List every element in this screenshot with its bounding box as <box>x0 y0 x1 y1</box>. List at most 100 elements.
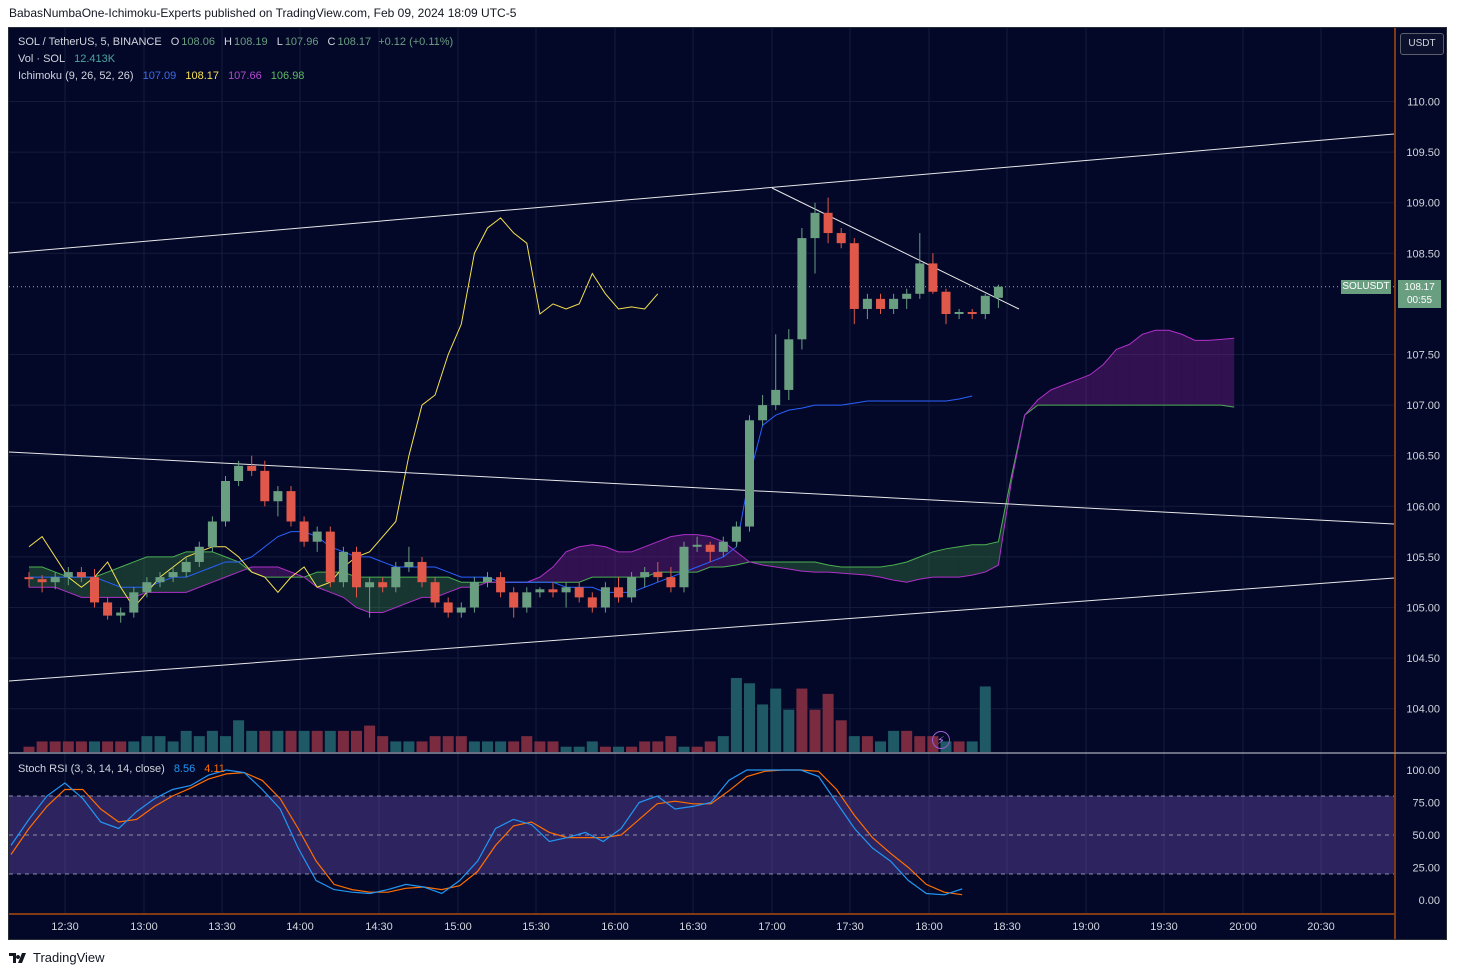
candle-body <box>889 298 899 309</box>
time-tick-label: 14:00 <box>286 921 314 933</box>
volume-bar <box>757 704 769 752</box>
candle-body <box>967 311 977 315</box>
volume-bar <box>167 741 179 752</box>
volume-bar <box>193 736 205 752</box>
span-a-value: 106.98 <box>270 70 305 82</box>
candle-body <box>378 582 388 588</box>
kumo-cloud-segment <box>1050 384 1064 406</box>
symbol-name[interactable]: SOL / TetherUS, 5, BINANCE <box>18 36 162 48</box>
volume-bar <box>783 709 795 752</box>
volume-value: 12.413K <box>74 53 116 65</box>
lower-channel-trendline <box>9 577 1395 682</box>
kumo-cloud-segment <box>1221 338 1235 408</box>
candle-body <box>941 291 951 315</box>
time-tick-label: 19:30 <box>1150 921 1178 933</box>
kumo-cloud-segment <box>304 572 318 588</box>
stoch-k-value: 8.56 <box>173 763 196 775</box>
candle-body <box>548 589 558 593</box>
currency-button[interactable]: USDT <box>1400 33 1444 55</box>
kumo-cloud-segment <box>932 548 946 578</box>
candle-body <box>63 572 73 578</box>
tradingview-logo-icon <box>9 952 26 963</box>
footer-brand-text: TradingView <box>33 950 105 965</box>
candle-body <box>915 263 925 294</box>
volume-bar <box>704 741 716 752</box>
volume-bar <box>534 741 546 752</box>
volume-bar <box>979 686 991 752</box>
candle-body <box>509 592 519 608</box>
candle-body <box>181 561 191 573</box>
volume-bar <box>102 741 114 752</box>
time-tick-label: 18:30 <box>993 921 1021 933</box>
ichimoku-label[interactable]: Ichimoku (9, 26, 52, 26) <box>18 70 134 82</box>
time-tick-label: 20:00 <box>1229 921 1257 933</box>
kumo-cloud-segment <box>828 564 842 574</box>
kumo-cloud-segment <box>736 551 750 565</box>
time-tick-label: 17:00 <box>758 921 786 933</box>
candle-body <box>902 293 912 299</box>
candle-body <box>718 541 728 552</box>
kumo-cloud-segment <box>972 544 986 576</box>
kumo-cloud-segment <box>448 577 462 593</box>
candle-body <box>312 531 322 542</box>
volume-bar <box>573 746 585 752</box>
volume-bar <box>128 741 140 752</box>
kumo-cloud-segment <box>1208 339 1222 406</box>
footer-brand[interactable]: TradingView <box>9 950 105 965</box>
kumo-cloud-segment <box>867 567 881 578</box>
candle-body <box>483 577 492 583</box>
volume-bar <box>377 736 389 752</box>
candle-body <box>784 339 794 390</box>
candle-body <box>325 531 335 583</box>
kumo-cloud-segment <box>1090 364 1104 406</box>
time-tick-label: 15:30 <box>522 921 550 933</box>
price-tick-label: 107.50 <box>1406 350 1440 362</box>
kumo-cloud-segment <box>762 561 776 568</box>
volume-bar <box>835 720 847 752</box>
kumo-cloud-segment <box>1037 389 1051 406</box>
volume-bar <box>442 736 454 752</box>
chart-frame[interactable] <box>8 27 1447 940</box>
stoch-tick-label: 100.00 <box>1406 765 1440 777</box>
candle-body <box>496 577 506 593</box>
stoch-label[interactable]: Stoch RSI (3, 3, 14, 14, close) <box>18 763 165 775</box>
close-value: 108.17 <box>337 36 372 48</box>
candle-body <box>627 577 637 598</box>
volume-bar <box>861 736 873 752</box>
lightning-icon[interactable]: ⚡ <box>932 731 950 749</box>
kumo-cloud-segment <box>592 544 606 578</box>
kumo-cloud-segment <box>1116 344 1130 406</box>
stoch-d-line <box>10 769 963 896</box>
volume-bar <box>613 746 624 752</box>
volume-bar <box>966 741 978 752</box>
kumo-cloud-segment <box>959 544 973 578</box>
candle-body <box>129 592 139 613</box>
volume-bar <box>560 746 572 752</box>
volume-label[interactable]: Vol · SOL <box>18 53 66 65</box>
kumo-cloud-segment <box>1194 340 1208 406</box>
volume-bar <box>324 730 336 752</box>
volume-bar <box>796 688 808 752</box>
volume-bar <box>599 746 611 752</box>
volume-bar <box>115 741 127 752</box>
price-tick-label: 109.50 <box>1406 147 1440 159</box>
price-tick-label: 106.50 <box>1406 451 1440 463</box>
candle-body <box>391 567 401 588</box>
volume-bar <box>888 730 900 752</box>
candle-body <box>522 592 532 608</box>
time-tick-label: 14:30 <box>365 921 393 933</box>
volume-bar <box>495 741 507 752</box>
chart-canvas[interactable]: 110.00 109.50 109.00 108.50 107.50 107.00 106.… <box>9 28 1446 939</box>
high-label: H <box>224 36 232 48</box>
candle-body <box>640 572 650 578</box>
candle-body <box>836 233 846 244</box>
ichimoku-legend: Ichimoku (9, 26, 52, 26) 107.09 108.17 1… <box>18 70 306 82</box>
volume-bar <box>390 741 402 752</box>
stoch-tick-label: 50.00 <box>1412 830 1440 842</box>
kumo-cloud-segment <box>566 546 580 583</box>
candle-body <box>600 587 610 608</box>
candle-body <box>338 551 348 583</box>
volume-bar <box>875 741 886 752</box>
volume-bar <box>403 741 415 752</box>
volume-bar <box>429 736 441 752</box>
